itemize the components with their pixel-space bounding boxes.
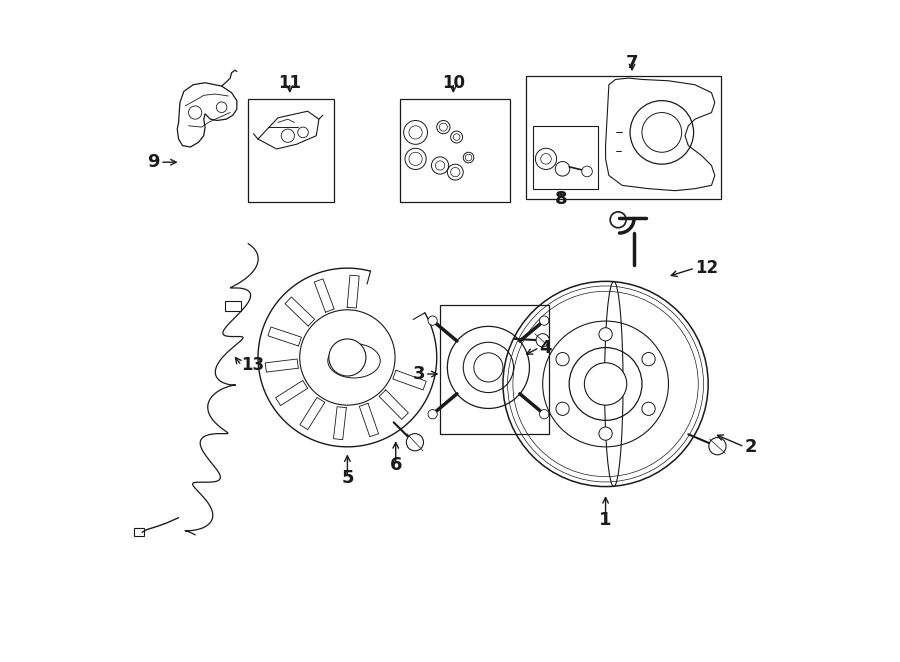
Text: 13: 13: [241, 356, 265, 375]
Circle shape: [555, 162, 570, 176]
Circle shape: [536, 148, 556, 169]
Text: 7: 7: [626, 54, 638, 72]
Circle shape: [216, 102, 227, 113]
Text: 12: 12: [695, 259, 718, 277]
Circle shape: [428, 410, 437, 419]
Bar: [400, 99, 509, 202]
Text: 3: 3: [412, 365, 425, 383]
Bar: [440, 305, 549, 434]
Circle shape: [328, 339, 366, 376]
Circle shape: [539, 316, 549, 325]
Circle shape: [556, 402, 569, 416]
Bar: [248, 99, 334, 202]
Circle shape: [599, 328, 612, 341]
Circle shape: [188, 106, 202, 119]
Bar: [225, 301, 241, 311]
Circle shape: [406, 434, 424, 451]
Circle shape: [536, 334, 549, 347]
Text: 6: 6: [390, 455, 402, 474]
Circle shape: [298, 127, 309, 138]
Text: 10: 10: [442, 73, 464, 92]
Bar: [526, 76, 722, 199]
Text: 4: 4: [539, 338, 552, 357]
Circle shape: [581, 166, 592, 177]
Bar: [533, 126, 598, 189]
Circle shape: [599, 427, 612, 440]
Circle shape: [584, 363, 626, 405]
Text: 11: 11: [278, 73, 302, 92]
Circle shape: [709, 438, 726, 455]
Circle shape: [428, 316, 437, 325]
Circle shape: [642, 353, 655, 366]
Circle shape: [473, 353, 503, 382]
Text: 9: 9: [148, 153, 160, 171]
Text: 5: 5: [341, 469, 354, 487]
Text: 2: 2: [744, 438, 757, 456]
Bar: [133, 528, 144, 536]
Text: 1: 1: [599, 510, 612, 529]
Circle shape: [539, 410, 549, 419]
Circle shape: [642, 402, 655, 416]
Circle shape: [556, 352, 569, 365]
Text: 8: 8: [555, 189, 568, 208]
Circle shape: [281, 129, 294, 142]
